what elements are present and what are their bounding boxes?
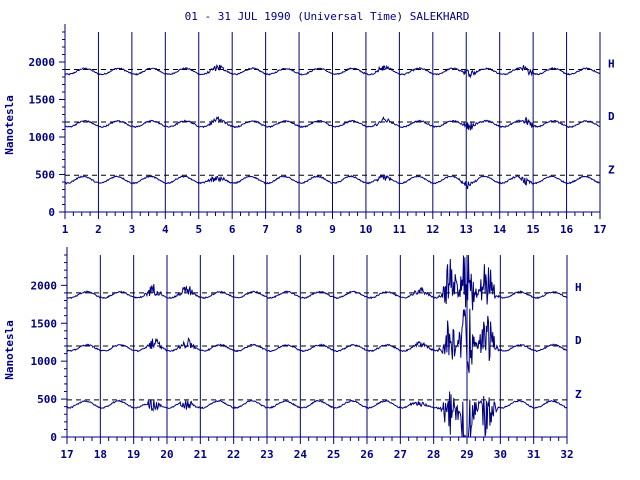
x-tick-label: 21 — [194, 448, 208, 461]
x-tick-label: 19 — [127, 448, 140, 461]
x-tick-label: 3 — [129, 223, 136, 236]
series-line-d — [64, 115, 600, 131]
series-label-h: H — [575, 281, 582, 294]
series-line-h — [64, 64, 601, 79]
chart-title: 01 - 31 JUL 1990 (Universal Time) SALEKH… — [185, 10, 470, 23]
x-tick-label: 17 — [593, 223, 606, 236]
x-tick-label: 14 — [493, 223, 507, 236]
y-tick-label: 0 — [50, 431, 57, 444]
y-tick-label: 1500 — [29, 94, 56, 107]
x-tick-label: 4 — [162, 223, 169, 236]
x-tick-label: 20 — [160, 448, 173, 461]
x-tick-label: 22 — [227, 448, 240, 461]
x-tick-label: 24 — [294, 448, 308, 461]
x-tick-label: 18 — [94, 448, 107, 461]
y-tick-label: 2000 — [29, 56, 56, 69]
x-tick-label: 6 — [229, 223, 236, 236]
y-axis-label-top: Nanotesla — [3, 95, 16, 155]
series-label-d: D — [575, 334, 582, 347]
x-tick-label: 2 — [95, 223, 102, 236]
x-tick-label: 9 — [329, 223, 336, 236]
y-tick-label: 1000 — [31, 355, 58, 368]
y-tick-label: 2000 — [31, 279, 58, 292]
y-tick-label: 1000 — [29, 131, 56, 144]
y-axis-label-bottom: Nanotesla — [3, 320, 16, 380]
x-tick-label: 31 — [527, 448, 541, 461]
x-tick-label: 23 — [260, 448, 273, 461]
y-tick-label: 500 — [37, 393, 57, 406]
series-label-z: Z — [608, 163, 615, 176]
y-tick-label: 0 — [48, 206, 55, 219]
x-tick-label: 5 — [195, 223, 202, 236]
x-tick-label: 16 — [560, 223, 574, 236]
x-tick-label: 8 — [296, 223, 303, 236]
x-tick-label: 26 — [360, 448, 374, 461]
series-label-h: H — [608, 58, 615, 71]
x-tick-label: 30 — [494, 448, 507, 461]
x-tick-label: 28 — [427, 448, 440, 461]
x-tick-label: 17 — [60, 448, 73, 461]
series-line-h — [66, 254, 568, 311]
series-label-d: D — [608, 110, 615, 123]
x-tick-label: 11 — [393, 223, 407, 236]
x-tick-label: 7 — [262, 223, 269, 236]
series-line-z — [64, 173, 601, 190]
series-line-d — [66, 308, 568, 374]
x-tick-label: 25 — [327, 448, 340, 461]
panel-bottom: 0 500 1000 1500 2000 17 18 19 20 21 22 23 24 25 26 27 28… — [31, 247, 582, 461]
series-label-z: Z — [575, 388, 582, 401]
x-tick-label: 12 — [426, 223, 439, 236]
x-tick-label: 13 — [460, 223, 473, 236]
x-tick-label: 10 — [359, 223, 372, 236]
x-tick-label: 1 — [62, 223, 69, 236]
y-tick-label: 500 — [35, 169, 55, 182]
series-line-z — [66, 391, 568, 438]
x-tick-label: 29 — [460, 448, 473, 461]
x-tick-label: 27 — [394, 448, 407, 461]
x-tick-label: 32 — [560, 448, 573, 461]
y-tick-label: 1500 — [31, 317, 58, 330]
x-tick-label: 15 — [527, 223, 540, 236]
